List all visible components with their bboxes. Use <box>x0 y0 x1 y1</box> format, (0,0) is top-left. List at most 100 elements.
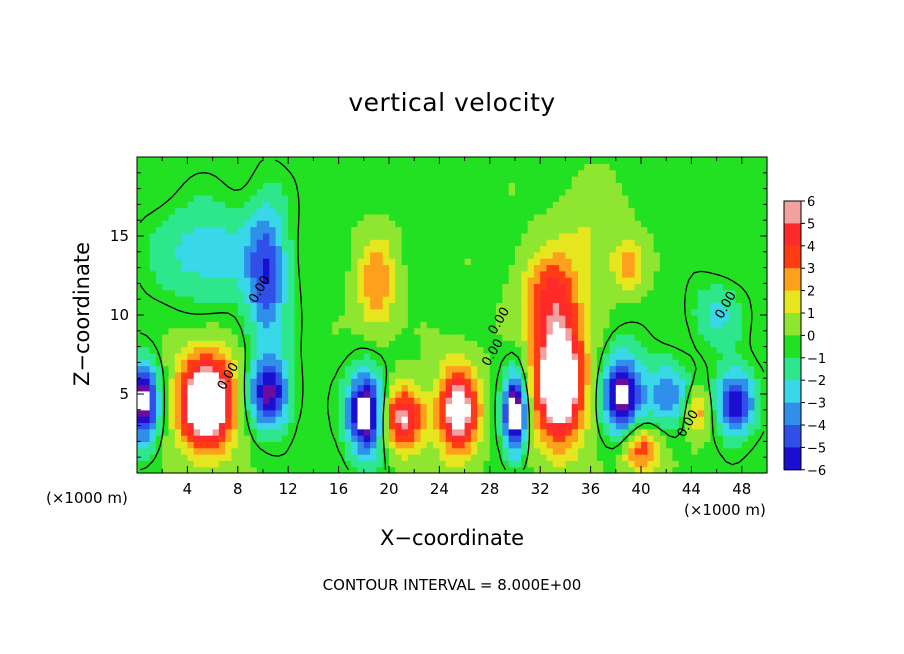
heatmap-cell <box>452 296 459 303</box>
heatmap-cell <box>363 346 371 354</box>
heatmap-cell <box>426 409 434 417</box>
heatmap-cell <box>143 441 151 449</box>
heatmap-cell <box>615 346 623 354</box>
heatmap-cell <box>722 277 730 284</box>
heatmap-cell <box>370 327 377 335</box>
heatmap-cell <box>722 397 730 405</box>
heatmap-cell <box>137 194 144 202</box>
heatmap-cell <box>155 321 163 329</box>
heatmap-cell <box>716 378 724 386</box>
heatmap-cell <box>622 201 629 209</box>
heatmap-cell <box>470 435 478 442</box>
heatmap-cell <box>187 315 195 322</box>
heatmap-cell <box>357 251 365 259</box>
heatmap-cell <box>641 359 648 367</box>
heatmap-cell <box>244 403 251 411</box>
heatmap-cell <box>256 245 264 253</box>
heatmap-cell <box>281 409 289 417</box>
heatmap-cell <box>672 258 680 266</box>
heatmap-cell <box>496 460 503 468</box>
heatmap-cell <box>231 308 239 316</box>
heatmap-cell <box>741 422 749 430</box>
heatmap-cell <box>294 340 302 348</box>
heatmap-cell <box>319 296 327 303</box>
heatmap-cell <box>174 296 182 303</box>
heatmap-cell <box>200 232 207 240</box>
heatmap-cell <box>212 283 220 291</box>
heatmap-cell <box>452 270 459 278</box>
heatmap-cell <box>722 213 730 221</box>
heatmap-cell <box>458 277 466 284</box>
heatmap-cell <box>735 239 743 247</box>
heatmap-cell <box>181 352 188 360</box>
heatmap-cell <box>615 194 623 202</box>
heatmap-cell <box>458 157 466 164</box>
heatmap-cell <box>741 220 749 228</box>
heatmap-cell <box>735 194 743 202</box>
heatmap-cell <box>256 466 264 474</box>
heatmap-cell <box>571 270 579 278</box>
heatmap-cell <box>338 157 346 164</box>
heatmap-cell <box>470 365 478 373</box>
heatmap-cell <box>464 365 472 373</box>
heatmap-cell <box>414 232 422 240</box>
heatmap-cell <box>319 390 327 398</box>
heatmap-cell <box>552 226 560 234</box>
heatmap-cell <box>590 194 598 202</box>
heatmap-cell <box>754 352 762 360</box>
heatmap-cell <box>155 422 163 430</box>
heatmap-cell <box>565 308 573 316</box>
heatmap-cell <box>641 422 648 430</box>
heatmap-cell <box>395 289 403 297</box>
heatmap-cell <box>376 384 384 392</box>
heatmap-cell <box>351 220 359 228</box>
heatmap-cell <box>244 365 251 373</box>
heatmap-cell <box>300 169 308 177</box>
heatmap-cell <box>546 213 554 221</box>
heatmap-cell <box>515 359 522 367</box>
heatmap-cell <box>735 264 743 272</box>
heatmap-cell <box>181 333 188 341</box>
heatmap-cell <box>426 441 434 449</box>
heatmap-cell <box>420 409 428 417</box>
heatmap-cell <box>313 194 321 202</box>
heatmap-cell <box>502 397 510 405</box>
heatmap-cell <box>326 258 333 266</box>
heatmap-cell <box>149 466 157 474</box>
heatmap-cell <box>376 232 384 240</box>
heatmap-cell <box>464 327 472 335</box>
heatmap-cell <box>376 315 384 322</box>
heatmap-cell <box>401 403 409 411</box>
heatmap-cell <box>748 371 755 379</box>
heatmap-cell <box>225 333 233 341</box>
heatmap-cell <box>307 435 314 442</box>
heatmap-cell <box>231 182 239 190</box>
heatmap-cell <box>609 258 617 266</box>
heatmap-cell <box>754 416 762 424</box>
heatmap-cell <box>477 365 485 373</box>
heatmap-cell <box>275 245 283 253</box>
heatmap-cell <box>351 403 359 411</box>
heatmap-cell <box>225 302 233 310</box>
heatmap-cell <box>344 157 352 164</box>
heatmap-cell <box>237 264 245 272</box>
heatmap-cell <box>641 454 648 461</box>
heatmap-cell <box>622 258 629 266</box>
heatmap-cell <box>729 422 737 430</box>
heatmap-cell <box>433 327 440 335</box>
heatmap-cell <box>571 175 579 183</box>
heatmap-cell <box>571 441 579 449</box>
heatmap-cell <box>452 169 459 177</box>
heatmap-cell <box>628 435 636 442</box>
heatmap-cell <box>527 416 535 424</box>
heatmap-cell <box>376 163 384 171</box>
heatmap-cell <box>231 397 239 405</box>
heatmap-cell <box>489 422 497 430</box>
heatmap-cell <box>489 409 497 417</box>
heatmap-cell <box>237 321 245 329</box>
heatmap-cell <box>244 226 251 234</box>
heatmap-cell <box>294 194 302 202</box>
heatmap-cell <box>168 378 176 386</box>
heatmap-cell <box>464 333 472 341</box>
heatmap-cell <box>376 239 384 247</box>
